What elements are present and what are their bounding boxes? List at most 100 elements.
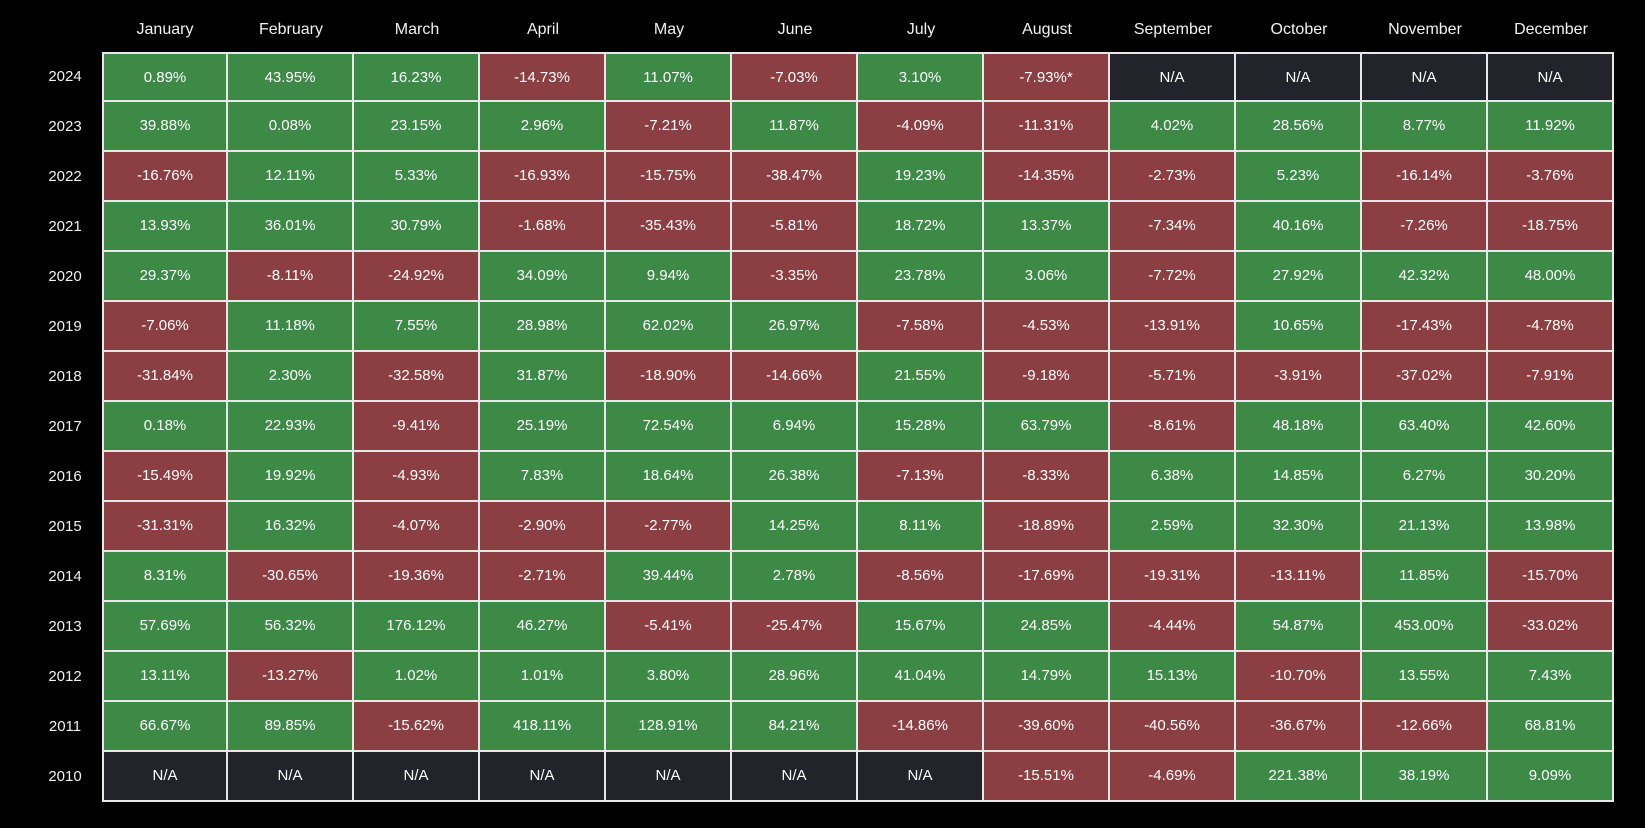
heatmap-cell-2015-november: 21.13% <box>1362 502 1488 552</box>
heatmap-cell-2010-may: N/A <box>606 752 732 802</box>
heatmap-cell-2011-february: 89.85% <box>228 702 354 752</box>
row-label-2018: 2018 <box>48 368 82 385</box>
heatmap-cell-2022-october: 5.23% <box>1236 152 1362 202</box>
heatmap-cell-2015-may: -2.77% <box>606 502 732 552</box>
heatmap-cell-2013-january: 57.69% <box>102 602 228 652</box>
heatmap-cell-2017-january: 0.18% <box>102 402 228 452</box>
column-header-january: January <box>136 21 194 38</box>
column-header-february: February <box>258 21 324 38</box>
column-header-june: June <box>777 21 813 38</box>
heatmap-cell-2012-may: 3.80% <box>606 652 732 702</box>
row-label-2022: 2022 <box>48 168 82 185</box>
heatmap-cell-2023-june: 11.87% <box>732 102 858 152</box>
heatmap-cell-2014-october: -13.11% <box>1236 552 1362 602</box>
heatmap-cell-2022-june: -38.47% <box>732 152 858 202</box>
row-label-2021: 2021 <box>48 218 82 235</box>
heatmap-cell-2013-march: 176.12% <box>354 602 480 652</box>
heatmap-cell-2015-october: 32.30% <box>1236 502 1362 552</box>
heatmap-cell-2020-july: 23.78% <box>858 252 984 302</box>
heatmap-cell-2021-august: 13.37% <box>984 202 1110 252</box>
heatmap-cell-2012-june: 28.96% <box>732 652 858 702</box>
heatmap-cell-2018-april: 31.87% <box>480 352 606 402</box>
heatmap-cell-2014-may: 39.44% <box>606 552 732 602</box>
heatmap-cell-2016-october: 14.85% <box>1236 452 1362 502</box>
heatmap-cell-2020-may: 9.94% <box>606 252 732 302</box>
heatmap-cell-2014-september: -19.31% <box>1110 552 1236 602</box>
heatmap-cell-2015-january: -31.31% <box>102 502 228 552</box>
heatmap-cell-2023-november: 8.77% <box>1362 102 1488 152</box>
column-header-september: September <box>1133 21 1213 38</box>
heatmap-cell-2010-november: 38.19% <box>1362 752 1488 802</box>
heatmap-cell-2019-january: -7.06% <box>102 302 228 352</box>
heatmap-cell-2021-january: 13.93% <box>102 202 228 252</box>
heatmap-cell-2015-september: 2.59% <box>1110 502 1236 552</box>
row-label-2010: 2010 <box>48 768 82 785</box>
heatmap-cell-2012-september: 15.13% <box>1110 652 1236 702</box>
heatmap-cell-2023-march: 23.15% <box>354 102 480 152</box>
heatmap-cell-2010-june: N/A <box>732 752 858 802</box>
heatmap-cell-2010-january: N/A <box>102 752 228 802</box>
column-header-july: July <box>906 21 936 38</box>
heatmap-cell-2017-may: 72.54% <box>606 402 732 452</box>
heatmap-cell-2019-december: -4.78% <box>1488 302 1614 352</box>
heatmap-cell-2011-august: -39.60% <box>984 702 1110 752</box>
column-header-november: November <box>1388 21 1462 38</box>
heatmap-cell-2011-september: -40.56% <box>1110 702 1236 752</box>
heatmap-cell-2013-august: 24.85% <box>984 602 1110 652</box>
heatmap-cell-2018-december: -7.91% <box>1488 352 1614 402</box>
column-header-march: March <box>394 21 440 38</box>
row-label-2015: 2015 <box>48 518 82 535</box>
heatmap-cell-2012-march: 1.02% <box>354 652 480 702</box>
heatmap-cell-2021-may: -35.43% <box>606 202 732 252</box>
heatmap-cell-2017-march: -9.41% <box>354 402 480 452</box>
heatmap-cell-2018-october: -3.91% <box>1236 352 1362 402</box>
heatmap-cell-2017-december: 42.60% <box>1488 402 1614 452</box>
heatmap-cell-2024-july: 3.10% <box>858 52 984 102</box>
heatmap-cell-2016-september: 6.38% <box>1110 452 1236 502</box>
row-label-2016: 2016 <box>48 468 82 485</box>
heatmap-cell-2019-september: -13.91% <box>1110 302 1236 352</box>
heatmap-cell-2011-june: 84.21% <box>732 702 858 752</box>
heatmap-cell-2012-december: 7.43% <box>1488 652 1614 702</box>
heatmap-cell-2014-december: -15.70% <box>1488 552 1614 602</box>
heatmap-cell-2011-march: -15.62% <box>354 702 480 752</box>
heatmap-cell-2020-august: 3.06% <box>984 252 1110 302</box>
heatmap-cell-2019-october: 10.65% <box>1236 302 1362 352</box>
heatmap-cell-2011-october: -36.67% <box>1236 702 1362 752</box>
heatmap-cell-2017-april: 25.19% <box>480 402 606 452</box>
heatmap-cell-2015-june: 14.25% <box>732 502 858 552</box>
heatmap-cell-2012-august: 14.79% <box>984 652 1110 702</box>
heatmap-cell-2012-july: 41.04% <box>858 652 984 702</box>
heatmap-cell-2021-september: -7.34% <box>1110 202 1236 252</box>
heatmap-cell-2020-april: 34.09% <box>480 252 606 302</box>
heatmap-cell-2010-july: N/A <box>858 752 984 802</box>
heatmap-cell-2018-july: 21.55% <box>858 352 984 402</box>
heatmap-cell-2022-april: -16.93% <box>480 152 606 202</box>
heatmap-cell-2014-february: -30.65% <box>228 552 354 602</box>
heatmap-cell-2019-november: -17.43% <box>1362 302 1488 352</box>
column-header-may: May <box>653 21 685 38</box>
heatmap-cell-2018-august: -9.18% <box>984 352 1110 402</box>
heatmap-cell-2020-december: 48.00% <box>1488 252 1614 302</box>
row-label-2024: 2024 <box>48 68 82 85</box>
heatmap-cell-2024-february: 43.95% <box>228 52 354 102</box>
heatmap-cell-2013-november: 453.00% <box>1362 602 1488 652</box>
heatmap-cell-2014-june: 2.78% <box>732 552 858 602</box>
heatmap-cell-2020-january: 29.37% <box>102 252 228 302</box>
row-label-2023: 2023 <box>48 118 82 135</box>
heatmap-cell-2013-april: 46.27% <box>480 602 606 652</box>
heatmap-cell-2010-september: -4.69% <box>1110 752 1236 802</box>
heatmap-cell-2019-june: 26.97% <box>732 302 858 352</box>
heatmap-cell-2016-may: 18.64% <box>606 452 732 502</box>
heatmap-cell-2013-february: 56.32% <box>228 602 354 652</box>
row-label-2014: 2014 <box>48 568 82 585</box>
heatmap-cell-2014-march: -19.36% <box>354 552 480 602</box>
column-header-october: October <box>1270 21 1328 38</box>
column-header-april: April <box>526 21 559 38</box>
heatmap-cell-2011-december: 68.81% <box>1488 702 1614 752</box>
heatmap-cell-2023-december: 11.92% <box>1488 102 1614 152</box>
heatmap-cell-2013-september: -4.44% <box>1110 602 1236 652</box>
heatmap-cell-2012-april: 1.01% <box>480 652 606 702</box>
heatmap-cell-2020-june: -3.35% <box>732 252 858 302</box>
